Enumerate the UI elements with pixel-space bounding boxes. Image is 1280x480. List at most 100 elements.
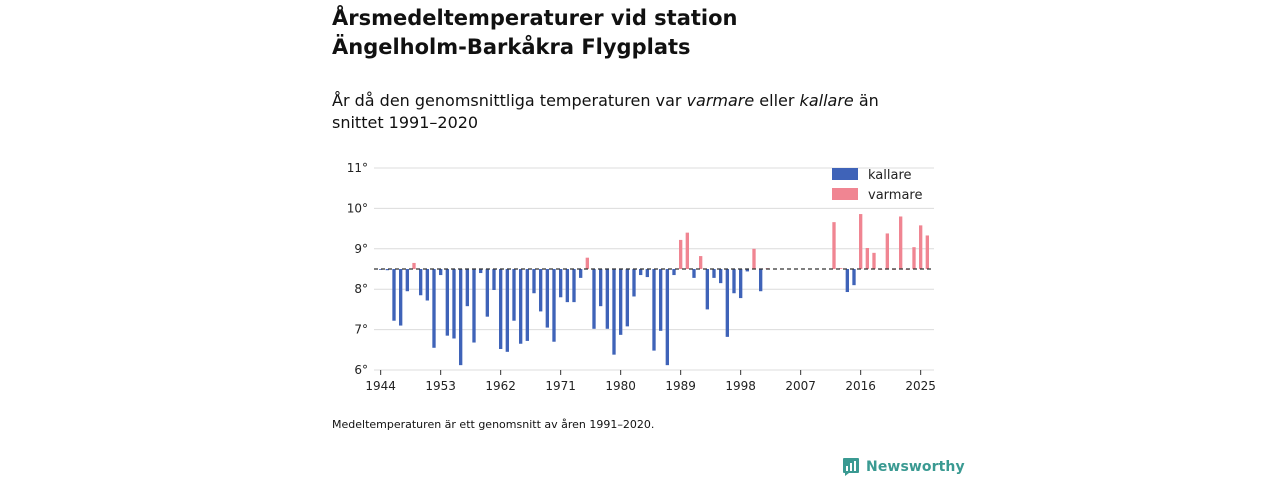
bar-warmer (859, 214, 863, 269)
bar-colder (459, 269, 463, 366)
bar-colder (639, 269, 643, 276)
bar-colder (405, 269, 409, 292)
bar-colder (485, 269, 489, 317)
bar-warmer (699, 256, 703, 269)
legend-label-colder: kallare (868, 168, 912, 183)
legend-label-warmer: varmare (868, 188, 922, 203)
axis-layer: 6° 7° 8° 9° 10° 11° 1944 1953 1962 1971 1980 1989 19… (347, 161, 936, 393)
bar-chart: 6° 7° 8° 9° 10° 11° 1944 1953 1962 1971 1980 1989 19… (347, 161, 936, 393)
bar-colder (759, 269, 763, 292)
subtitle-text-2: eller (754, 91, 800, 110)
bar-colder (419, 269, 423, 296)
subtitle-text-1: År då den genomsnittliga temperaturen va… (332, 91, 687, 110)
footnote: Medeltemperaturen är ett genomsnitt av å… (332, 418, 655, 431)
bar-warmer (919, 225, 923, 269)
bar-colder (645, 269, 649, 278)
x-tick-label: 1998 (725, 379, 756, 393)
bar-colder (559, 269, 563, 298)
x-tick-label: 1953 (425, 379, 456, 393)
legend-swatch-warmer (832, 188, 858, 200)
subtitle-cold-word: kallare (799, 91, 854, 110)
bar-colder (425, 269, 429, 301)
bar-colder (465, 269, 469, 307)
chart-title-line-2: Ängelholm-Barkåkra Flygplats (332, 35, 691, 59)
bar-warmer (912, 247, 916, 269)
bar-colder (499, 269, 503, 349)
bar-colder (745, 269, 749, 272)
legend-swatch-colder (832, 168, 858, 180)
bar-colder (592, 269, 596, 329)
x-tick-label: 1971 (545, 379, 576, 393)
bar-colder (439, 269, 443, 276)
bar-colder (599, 269, 603, 307)
bar-colder (845, 269, 849, 293)
bar-warmer (925, 235, 929, 269)
subtitle-text-3: än snittet 1991–2020 (332, 91, 879, 132)
bar-colder (725, 269, 729, 337)
bar-colder (625, 269, 629, 327)
x-tick-label: 2025 (905, 379, 936, 393)
bar-warmer (899, 216, 903, 269)
bar-colder (552, 269, 556, 342)
brand-name: Newsworthy (866, 459, 965, 475)
bar-colder (732, 269, 736, 294)
x-tick-label: 1980 (605, 379, 636, 393)
bar-warmer (839, 268, 843, 269)
bar-warmer (885, 233, 889, 269)
bar-colder (705, 269, 709, 310)
bar-warmer (585, 257, 589, 269)
bars-layer (379, 214, 929, 366)
legend: kallare varmare (832, 168, 922, 203)
bar-colder (712, 269, 716, 278)
bar-colder (519, 269, 523, 344)
bar-colder (479, 269, 483, 274)
bar-colder (505, 269, 509, 352)
bar-colder (632, 269, 636, 297)
newsworthy-icon (843, 458, 859, 476)
bar-colder (852, 269, 856, 286)
bar-colder (692, 269, 696, 278)
bar-colder (532, 269, 536, 294)
y-tick-label: 6° (354, 363, 368, 377)
bar-colder (445, 269, 449, 336)
bar-warmer (832, 222, 836, 269)
bar-colder (392, 269, 396, 321)
bar-colder (739, 269, 743, 299)
subtitle-warm-word: varmare (686, 91, 755, 110)
bar-warmer (685, 232, 689, 269)
bar-warmer (752, 248, 756, 269)
bar-colder (492, 269, 496, 291)
bar-colder (619, 269, 623, 335)
bar-colder (605, 269, 609, 329)
bar-colder (572, 269, 576, 303)
bar-warmer (865, 247, 869, 269)
y-tick-label: 10° (347, 201, 368, 215)
x-tick-label: 1944 (365, 379, 396, 393)
bar-warmer (872, 252, 876, 269)
x-tick-label: 1989 (665, 379, 696, 393)
newsworthy-logo[interactable]: Newsworthy (842, 457, 965, 477)
bar-colder (659, 269, 663, 331)
chart-title-line-1: Årsmedeltemperaturer vid station (332, 6, 738, 30)
bar-colder (472, 269, 476, 343)
bar-colder (512, 269, 516, 321)
bar-colder (672, 269, 676, 276)
chart-title: Årsmedeltemperaturer vid station Ängelho… (332, 4, 932, 62)
bar-colder (719, 269, 723, 284)
bar-warmer (679, 239, 683, 269)
y-tick-label: 11° (347, 161, 368, 175)
bar-colder (565, 269, 569, 303)
bar-colder (432, 269, 436, 348)
chart-subtitle: År då den genomsnittliga temperaturen va… (332, 90, 932, 134)
bar-colder (525, 269, 529, 341)
bar-colder (452, 269, 456, 339)
bar-warmer (412, 262, 416, 269)
bar-colder (385, 269, 389, 271)
bar-colder (652, 269, 656, 351)
bar-colder (379, 269, 383, 270)
x-tick-label: 2016 (845, 379, 876, 393)
bar-colder (539, 269, 543, 312)
x-tick-label: 2007 (785, 379, 816, 393)
y-tick-label: 7° (354, 323, 368, 337)
x-tick-label: 1962 (485, 379, 516, 393)
